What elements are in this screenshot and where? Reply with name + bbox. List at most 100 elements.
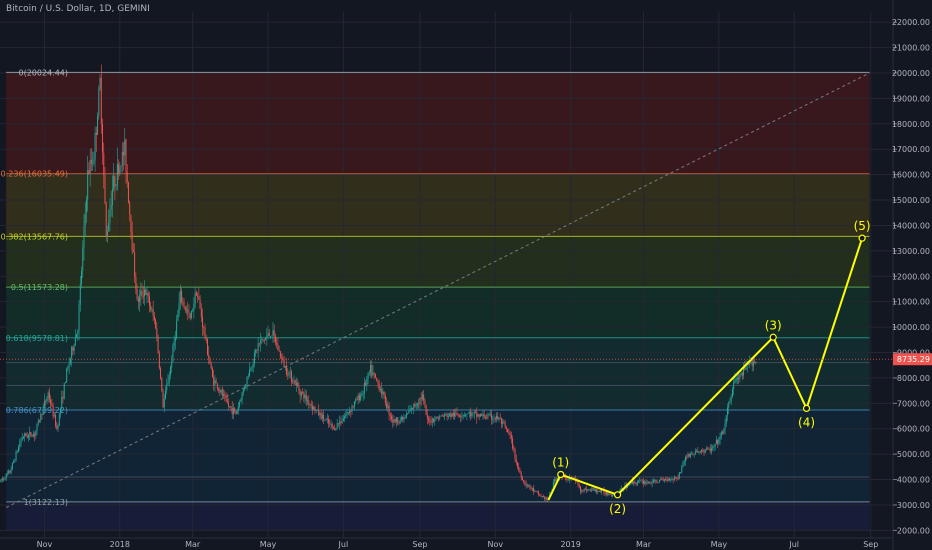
candle-body [477,414,479,417]
candle-body [749,360,751,365]
candle-body [351,406,353,412]
elliott-waves: (1) (2) (3) (4) (5) [547,219,871,516]
candle-body [482,414,484,416]
candle-body [731,389,733,397]
candle-body [22,437,24,438]
candle-body [456,413,458,415]
candle-body [520,473,522,478]
candle-body [307,400,309,402]
candle-body [437,418,439,419]
wave-label: (2) [609,502,626,516]
candle-body [580,486,582,492]
candle-body [165,390,167,399]
candle-body [277,344,279,351]
candle-body [598,490,600,492]
candle-body [331,423,333,428]
candle-body [681,466,683,472]
candle-body [271,335,273,337]
candle-body [454,412,456,417]
candle-body [399,419,401,424]
y-tick-label: 13000.00 [892,247,930,256]
candle-body [702,450,704,451]
fib-band [6,72,870,174]
candle-body [293,380,295,383]
wave-label: (1) [552,455,569,469]
time-axis[interactable]: Nov 2018 Mar May Jul Sep Nov 2019 Mar May Jul Sep [0,537,893,549]
candle-body [457,414,459,416]
candle-body [631,480,633,484]
candle-body [428,418,430,420]
candle-body [328,418,330,424]
candle-body [377,380,379,384]
y-tick-label: 17000.00 [892,145,930,154]
candle-body [314,406,316,411]
candle-body [524,482,526,485]
candle-body [87,170,89,200]
candle-body [199,299,201,309]
candle-body [79,284,81,305]
candle-body [184,306,186,311]
candle-body [502,421,504,424]
candle-body [236,410,238,414]
candle-body [592,488,594,490]
candle-body [604,493,606,495]
candle-body [53,415,55,417]
candle-body [71,347,73,359]
candle-body [204,327,206,339]
candle-body [337,423,339,425]
candle-body [379,388,381,391]
x-tick-label: Jul [788,540,799,549]
y-tick-label: 10000.00 [892,323,930,332]
candle-body [93,159,95,164]
candle-body [227,402,229,407]
candle-body [462,415,464,417]
candle-body [52,405,54,417]
candle-body [332,427,334,429]
candle-body [639,480,641,482]
candle-body [726,407,728,416]
candle-body [141,290,143,297]
candle-body [500,418,502,424]
candle-body [533,487,535,492]
candle-body [24,433,26,438]
candle-body [119,166,121,175]
candle-body [273,330,275,336]
candle-body [174,337,176,341]
fib-label: 0(20024.44) [18,68,68,77]
candle-body [680,471,682,473]
candle-body [298,386,300,391]
x-tick-label: Mar [636,540,652,549]
candle-body [237,406,239,411]
candle-body [645,481,647,484]
candle-body [578,484,580,487]
candle-body [358,395,360,400]
candle-body [497,415,499,420]
candle-body [647,481,649,483]
candle-body [181,290,183,302]
candle-body [654,479,656,481]
candle-body [84,212,86,226]
candle-body [461,415,463,417]
price-axis[interactable]: 2000.00 3000.00 4000.00 5000.00 6000.00 7000.… [892,0,930,550]
candle-body [582,490,584,492]
candle-body [202,317,204,328]
candle-body [319,412,321,416]
candle-body [281,356,283,358]
candle-body [146,293,148,295]
candle-body [672,479,674,480]
candle-body [126,171,128,183]
candle-body [388,405,390,415]
candle-body [638,481,640,483]
candle-body [260,340,262,344]
candle-body [360,395,362,400]
candle-body [688,453,690,457]
candle-body [294,380,296,386]
candle-body [588,488,590,490]
candle-body [698,451,700,453]
candle-body [491,414,493,420]
candle-body [25,433,27,436]
candle-body [83,225,85,248]
candle-body [95,132,97,135]
candle-body [278,350,280,352]
candle-body [465,414,467,416]
